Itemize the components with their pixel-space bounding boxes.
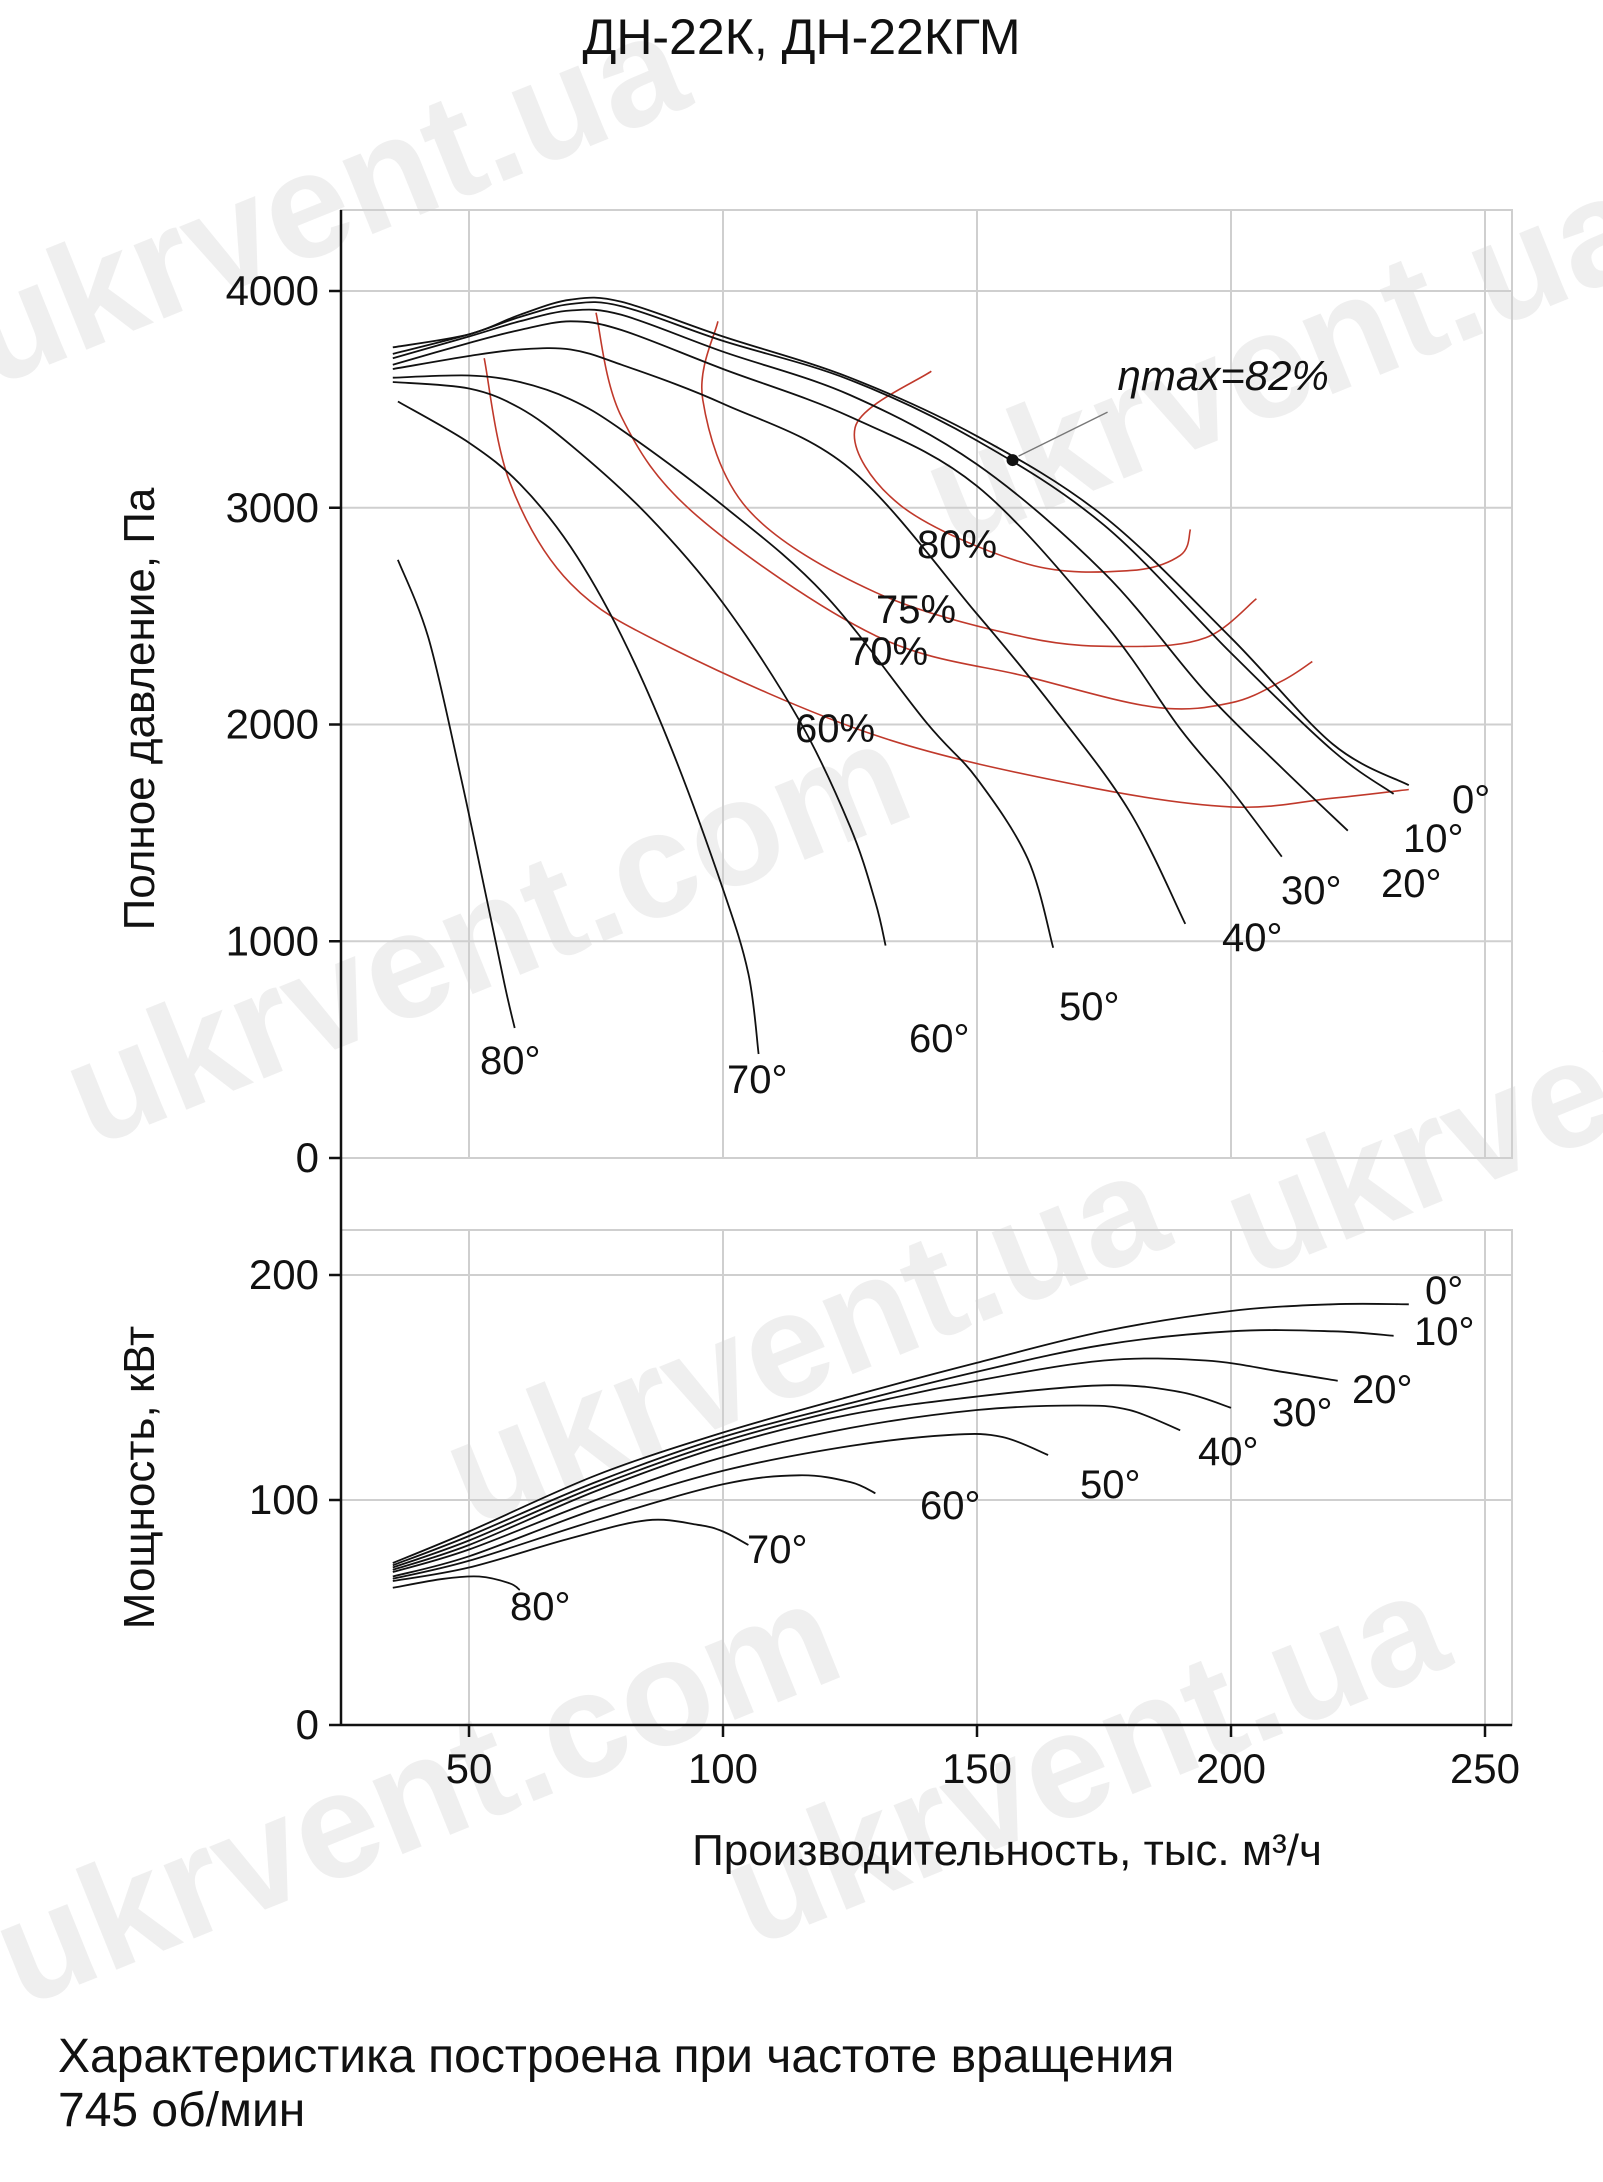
power-y-axis-title: Мощность, кВт (115, 1326, 164, 1629)
pressure-angle-label: 80° (480, 1039, 541, 1083)
power-angle-label: 10° (1414, 1310, 1475, 1354)
pressure-y-tick-label: 4000 (226, 267, 319, 314)
max-efficiency-point (1006, 454, 1019, 467)
power-curve (392, 1433, 1049, 1578)
labels: ηmax=82%60%70%75%80%0°10°20°30°40°50°60°… (480, 352, 1490, 1629)
pressure-angle-label: 70° (727, 1058, 788, 1102)
power-curve (392, 1302, 1409, 1564)
rotation-speed-note: Характеристика построена при частоте вра… (58, 2030, 1558, 2138)
pressure-y-tick-label: 1000 (226, 917, 319, 964)
power-angle-label: 20° (1352, 1368, 1413, 1412)
power-curve (392, 1404, 1181, 1573)
pressure-angle-label: 0° (1452, 778, 1490, 822)
power-angle-label: 80° (510, 1585, 571, 1629)
power-angle-label: 30° (1272, 1391, 1333, 1435)
x-tick-label: 150 (942, 1745, 1012, 1792)
pressure-y-tick-label: 3000 (226, 484, 319, 531)
efficiency-label: 60% (795, 707, 875, 751)
power-curve (392, 1329, 1394, 1567)
efficiency-curve (853, 370, 1192, 573)
pressure-angle-label: 50° (1059, 985, 1120, 1029)
efficiency-label: 75% (876, 588, 956, 632)
power-y-tick-label: 0 (296, 1701, 319, 1748)
pressure-curve (397, 559, 516, 1029)
efficiency-curve (701, 321, 1257, 648)
curves (392, 296, 1410, 1591)
x-tick-label: 100 (688, 1745, 758, 1792)
power-angle-label: 50° (1080, 1463, 1141, 1507)
pressure-curve (392, 296, 1410, 786)
power-angle-label: 40° (1198, 1430, 1259, 1474)
pressure-curve (392, 381, 887, 946)
pressure-angle-label: 60° (909, 1017, 970, 1061)
x-tick-label: 250 (1450, 1745, 1520, 1792)
pressure-angle-label: 30° (1281, 869, 1342, 913)
grid (340, 209, 1513, 1726)
pressure-curve (392, 320, 1283, 858)
pressure-y-axis-title: Полное давление, Па (115, 487, 164, 930)
axes: 0 1000 2000 3000 4000 0 100 200 50 100 150 200 250 По… (115, 210, 1520, 1875)
chart-title: ДН-22К, ДН-22КГМ (582, 9, 1021, 65)
power-curve (392, 1384, 1232, 1571)
power-curve (392, 1518, 749, 1582)
efficiency-label: 80% (917, 523, 997, 567)
efficiency-label: 70% (848, 630, 928, 674)
power-y-tick-label: 200 (249, 1251, 319, 1298)
power-angle-label: 70° (747, 1528, 808, 1572)
pressure-curve (392, 308, 1349, 832)
pressure-plot-frame (340, 209, 1513, 1159)
power-curve (392, 1575, 521, 1591)
pressure-curve (397, 400, 760, 1055)
note-line-2: 745 об/мин (58, 2084, 306, 2137)
pressure-curve (392, 347, 1187, 925)
efficiency-curve (595, 312, 1313, 710)
x-tick-label: 50 (446, 1745, 493, 1792)
efficiency-curve (483, 358, 1409, 809)
pressure-y-tick-label: 2000 (226, 701, 319, 748)
power-angle-label: 60° (920, 1484, 981, 1528)
pressure-angle-label: 10° (1403, 817, 1464, 861)
power-curve (392, 1357, 1338, 1569)
pressure-angle-label: 40° (1222, 916, 1283, 960)
note-line-1: Характеристика построена при частоте вра… (58, 2030, 1175, 2083)
power-angle-label: 0° (1425, 1269, 1463, 1313)
x-tick-label: 200 (1196, 1745, 1266, 1792)
pressure-y-tick-label: 0 (296, 1134, 319, 1181)
power-y-tick-label: 100 (249, 1476, 319, 1523)
max-efficiency-leader (1018, 411, 1108, 457)
x-axis-title: Производительность, тыс. м³/ч (692, 1826, 1322, 1875)
pressure-curve (392, 301, 1395, 795)
max-efficiency-label: ηmax=82% (1118, 352, 1329, 399)
pressure-angle-label: 20° (1381, 862, 1442, 906)
pressure-curve (392, 374, 1055, 949)
power-curve (392, 1474, 876, 1580)
